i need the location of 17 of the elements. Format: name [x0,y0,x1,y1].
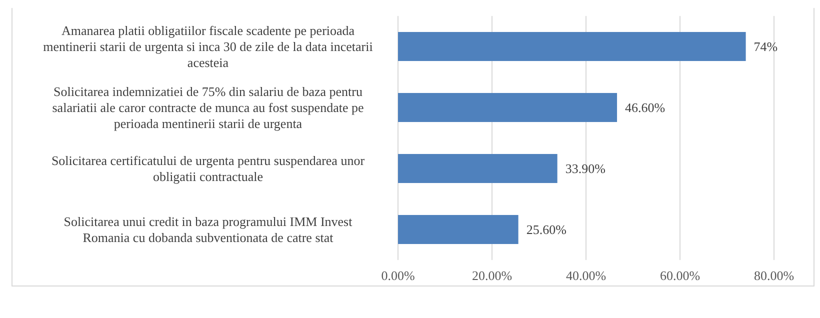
y-tick-label: Solicitarea indemnizatiei de 75% din salariu de baza pentru salariatii ale caror contracte de munca au fost suspendate pe perioada mentinerii starii de urgenta [52,84,364,132]
y-tick-label: Solicitarea unui credit in baza programului IMM Invest Romania cu dobanda subventionata de catre stat [64,214,353,246]
x-tick-label: 0.00% [381,268,415,283]
y-tick-label: Amanarea platii obligatiilor fiscale scadente pe perioada mentinerii starii de urgenta si inca 30 de zile de la data incetarii acesteia [43,23,374,70]
bar [398,92,618,122]
x-tick-label: 60.00% [660,268,700,283]
data-label: 74% [754,39,778,54]
data-label: 25.60% [526,222,567,238]
x-tick-label: 20.00% [472,268,512,283]
x-tick-label: 80.00% [754,268,794,283]
bar [398,32,746,62]
bar [398,214,518,244]
data-label: 33.90% [565,161,606,176]
y-tick-label: Solicitarea certificatului de urgenta pentru suspendarea unor obligatii contractuale [51,153,366,184]
bar [398,154,558,184]
data-label: 46.60% [625,100,666,116]
x-tick-label: 40.00% [566,268,606,283]
